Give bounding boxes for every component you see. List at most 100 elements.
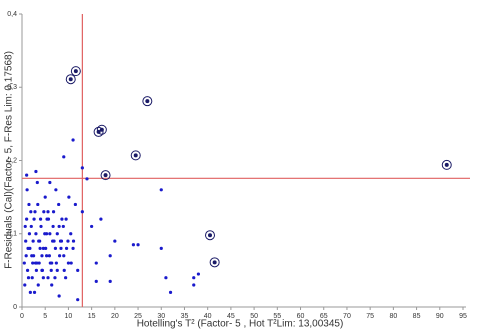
x-tick-label: 80: [389, 313, 397, 320]
point: [60, 217, 64, 221]
x-tick-label: 40: [204, 313, 212, 320]
point: [48, 261, 52, 265]
outlier-ring: [441, 159, 452, 170]
point: [27, 202, 31, 207]
point: [67, 195, 71, 199]
point: [58, 254, 62, 258]
point: [73, 202, 77, 207]
point: [44, 246, 48, 250]
point: [40, 254, 44, 258]
point: [34, 169, 38, 174]
point: [29, 210, 33, 214]
point: [42, 210, 46, 214]
point: [76, 298, 80, 302]
point: [37, 261, 41, 265]
point: [40, 268, 45, 272]
point: [99, 217, 103, 221]
point: [32, 290, 37, 294]
outlier-ring: [205, 230, 216, 241]
point: [46, 276, 50, 280]
outlier-point: [133, 153, 138, 158]
outlier-point: [73, 69, 78, 74]
point: [64, 217, 68, 221]
point: [41, 246, 45, 250]
y-tick-label: 0,3: [7, 84, 17, 91]
point: [64, 246, 69, 250]
x-tick-label: 5: [43, 313, 47, 320]
point: [26, 276, 31, 280]
point: [51, 224, 55, 229]
y-tick-label: 0,2: [7, 157, 17, 164]
x-tick-label: 0: [20, 313, 24, 320]
x-tick-label: 95: [459, 313, 467, 320]
point: [192, 276, 196, 280]
outlier-point: [96, 129, 101, 134]
point: [64, 276, 68, 280]
point: [55, 268, 59, 272]
point: [32, 217, 36, 221]
outlier-point: [68, 77, 73, 82]
point: [29, 224, 33, 229]
x-tick-label: 10: [65, 313, 73, 320]
point: [53, 246, 58, 250]
outlier-point: [145, 99, 150, 104]
point: [45, 232, 49, 236]
point: [46, 217, 51, 221]
point: [53, 276, 57, 280]
point: [62, 155, 66, 159]
point: [27, 232, 32, 236]
point: [131, 243, 136, 247]
point: [33, 261, 38, 265]
point: [192, 283, 196, 287]
point: [38, 217, 43, 221]
point: [76, 268, 80, 272]
point: [31, 261, 35, 265]
point: [108, 254, 112, 258]
x-tick-label: 15: [88, 313, 96, 320]
point: [43, 195, 47, 199]
point: [90, 224, 94, 229]
point: [30, 276, 34, 280]
point: [39, 224, 43, 229]
outlier-ring: [65, 74, 76, 85]
x-axis-title: Hotelling's T² (Factor- 5 , Hot T²Lim: 1…: [137, 319, 344, 330]
point: [49, 268, 53, 272]
y-tick-label: 0: [13, 304, 17, 311]
point: [48, 180, 52, 185]
outlier-point: [444, 162, 449, 167]
point: [196, 272, 200, 276]
point: [94, 261, 98, 265]
point: [62, 254, 66, 258]
outlier-ring: [100, 170, 111, 181]
y-tick-label: 0,1: [7, 231, 17, 238]
point: [71, 138, 75, 142]
outlier-ring: [96, 124, 107, 135]
point: [55, 232, 59, 236]
x-tick-label: 90: [436, 313, 444, 320]
x-tick-label: 75: [366, 313, 374, 320]
point: [58, 239, 63, 243]
point: [80, 166, 84, 170]
x-tick-label: 50: [250, 313, 258, 320]
x-tick-label: 20: [111, 313, 119, 320]
point: [108, 279, 112, 283]
x-tick-label: 35: [181, 313, 189, 320]
point: [94, 279, 98, 283]
point: [51, 210, 56, 214]
point: [85, 177, 89, 181]
point: [47, 254, 51, 258]
point: [36, 283, 40, 287]
point: [25, 268, 30, 272]
point: [41, 276, 45, 280]
point: [54, 261, 58, 265]
x-tick-label: 25: [134, 313, 142, 320]
point: [22, 261, 26, 265]
point: [69, 261, 73, 265]
point: [80, 210, 84, 214]
point: [61, 224, 65, 229]
point: [23, 283, 27, 287]
point: [46, 210, 50, 214]
outlier-ring: [142, 96, 153, 107]
outlier-point: [208, 233, 213, 238]
outlier-point: [103, 173, 108, 178]
